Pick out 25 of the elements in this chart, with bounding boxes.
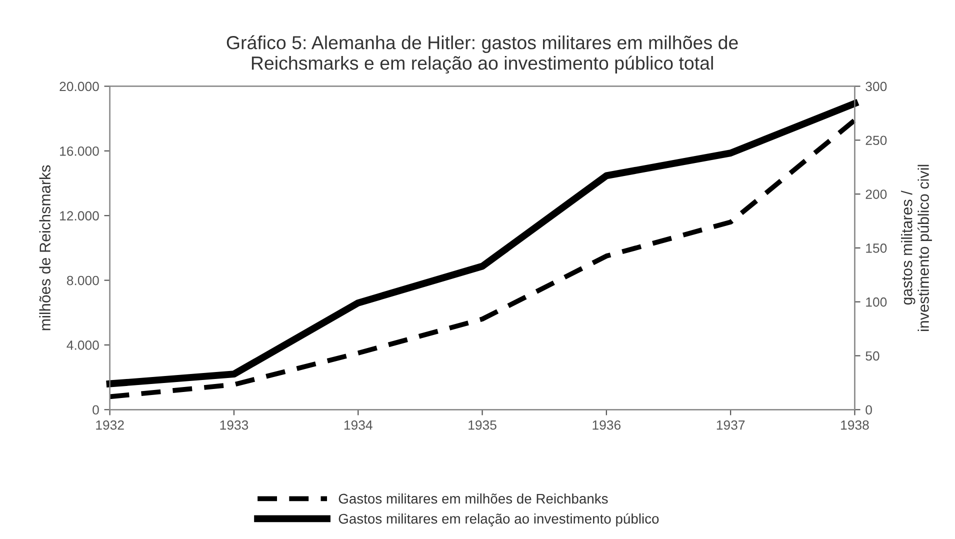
- x-tick-label: 1933: [220, 420, 248, 430]
- y2-tick-label: 50: [866, 351, 880, 361]
- y2-tick-label: 200: [866, 190, 887, 199]
- x-tick-label: 1935: [468, 420, 496, 430]
- x-tick-label: 1934: [344, 420, 372, 430]
- y2-tick-label: 150: [866, 244, 887, 253]
- legend-label: Gastos militares em relação ao investimento público: [338, 513, 659, 526]
- y-tick-label: 8.000: [66, 276, 99, 286]
- legend-label: Gastos militares em milhões de Reichbanks: [338, 493, 608, 504]
- y2-tick-label: 300: [866, 82, 887, 92]
- chart-title: Gráfico 5: Alemanha de Hitler: gastos militares em milhões de Reichsmarks e em relação ao investimento público total: [226, 35, 738, 74]
- y2-tick-label: 100: [866, 297, 887, 307]
- x-tick-label: 1932: [96, 420, 124, 430]
- y-tick-label: 0: [92, 405, 99, 415]
- y2-tick-label: 0: [866, 405, 872, 415]
- y2-axis-title: gastos militares / investimento público civil: [901, 164, 932, 331]
- x-tick-label: 1937: [716, 420, 745, 430]
- y2-tick-label: 250: [866, 136, 887, 146]
- x-tick-label: 1938: [841, 420, 869, 430]
- y-tick-label: 16.000: [60, 146, 99, 156]
- y-tick-label: 20.000: [60, 82, 99, 92]
- x-tick-label: 1936: [592, 420, 621, 430]
- y-tick-label: 12.000: [60, 211, 99, 221]
- y-tick-label: 4.000: [66, 340, 99, 350]
- y-axis-title: milhões de Reichsmarks: [39, 165, 50, 330]
